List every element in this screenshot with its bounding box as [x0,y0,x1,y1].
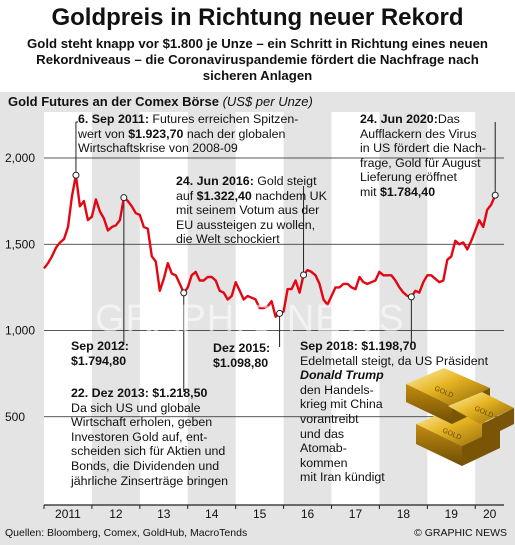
annotation-2016-text-d: mit seinem Votum aus der [176,203,320,218]
annotation-2013-value: $1.218,50 [148,386,208,400]
annotation-2018-value: $1.198,70 [357,339,417,353]
gold-bars-icon: GOLD GOLD GOLD [406,368,514,466]
header-area: Goldpreis in Richtung neuer Rekord Gold … [0,0,515,92]
annotation-2013-date: 22. Dez 2013: [71,386,149,400]
annotation-2013-text-e: Bonds, die Dividenden und [71,458,220,473]
marker-2013 [180,289,188,297]
year-band [44,112,92,505]
annotation-2020-text-c: in US fördert die Nach- [360,141,487,156]
marker-2018 [407,293,415,301]
y-tick-label: 1,500 [5,237,35,251]
annotation-2018-date: Sep 2018: [300,339,358,353]
x-tick-label: 12 [109,507,123,521]
x-tick-label: 14 [205,507,219,521]
annotation-2011-value: $1.923,70 [128,126,184,141]
annotation-2011-date: 6. Sep 2011: [78,112,149,126]
annotation-2018-text-g: kommen [300,455,348,470]
annotation-2018-text-c: krieg mit China [300,397,383,412]
annotation-2011-text-b: wert von [78,126,129,141]
annotation-2011-peak: 6. Sep 2011: Futures erreichen Spitzen- … [78,112,378,156]
annotation-2020-text-d: frage, Gold für August [360,155,481,170]
annotation-2011-text-a: Futures erreichen Spitzen- [148,112,299,126]
annotation-2015: Dez 2015: $1.098,80 [213,341,303,370]
gridlines [44,157,504,506]
marker-2015 [276,309,284,317]
annotation-2018-text-b: den Handels- [300,382,374,397]
x-tick-label: 20 [483,507,497,521]
annotation-2018: Sep 2018: $1.198,70 Edelmetall steigt, d… [300,339,512,485]
x-tick-label: 18 [397,507,411,521]
annotation-2018-text-d: vorantreibt [300,411,359,426]
y-tick-label: 2,000 [5,151,35,165]
annotation-2018-text-e: und das [300,426,345,441]
gold-price-line [43,174,497,318]
y-axis-ticks: 2,000 1,500 1,000 500 [5,151,35,424]
annotation-2013-text-d: scheiden sich für Aktien und [71,444,226,459]
annotation-2011-text-d: Wirtschaftskrise von 2008-09 [78,141,238,156]
annotation-2018-name: Donald Trump [300,368,384,383]
annotation-2016-date: 24. Jun 2016: [176,174,254,188]
footer-credit: © GRAPHIC NEWS [414,527,507,539]
annotation-2020: 24. Jun 2020:Das Aufflackern des Virus i… [360,112,510,200]
year-band [331,112,380,505]
marker-2012 [120,194,128,202]
annotation-2012: Sep 2012: $1.794,80 [71,339,161,368]
annotation-2015-date: Dez 2015: [213,341,271,355]
x-tick-label: 16 [301,507,315,521]
watermark: GRAPHIC NEWS [95,298,405,340]
annotation-2020-text-e: Lieferung eröffnet [360,170,457,185]
annotation-2018-text-f: Atomab- [300,441,347,456]
annotation-2020-date: 24. Jun 2020: [360,112,438,126]
chart-label-main: Gold Futures an der Comex Börse [8,94,219,109]
marker-2016 [300,271,308,279]
page-subtitle: Gold steht knapp vor $1.800 je Unze – ei… [27,36,488,83]
x-tick-label: 19 [445,507,459,521]
annotation-2013-text-f: jährliche Zinserträge bringen [71,473,229,488]
annotation-2013-text-c: Investoren Gold auf, ent- [71,429,208,444]
annotation-2018-text-a: Edelmetall steigt, da US Präsident [300,353,489,368]
footer-sources: Quellen: Bloomberg, Comex, GoldHub, Macr… [5,527,248,539]
annotation-2016-text-f: die Welt schockiert [176,232,280,247]
x-tick-label: 15 [253,507,267,521]
y-tick-label: 1,000 [5,324,35,338]
x-tick-label: 13 [157,507,171,521]
year-band [139,112,188,505]
annotation-2012-date: Sep 2012: [71,339,129,353]
x-tick-label: 2011 [55,507,81,521]
chart-label-unit: (US$ per Unze) [222,94,313,109]
annotation-2013: 22. Dez 2013: $1.218,50 Da sich US und g… [71,386,271,488]
x-axis-ticks: 2011 12 13 14 15 16 17 18 19 20 [43,505,497,521]
annotation-2016-text-c: nachdem UK [251,188,327,203]
annotation-2016-value: $1.322,40 [196,188,252,203]
annotation-2018-text-h: mit Iran kündigt [300,470,385,485]
marker-2011 [72,171,80,179]
annotation-leaders [75,121,496,392]
annotation-2020-value: $1.784,40 [379,184,436,199]
marker-2020 [491,191,499,199]
annotation-2016-brexit: 24. Jun 2016: Gold steigt auf $1.322,40 … [176,174,351,247]
annotation-2013-text-a: Da sich US und globale [71,400,201,415]
annotation-2013-text-b: Wirtschaft erholen, geben [71,415,213,430]
annotation-2020-text-b: Aufflackern des Virus [360,126,477,141]
annotation-2016-text-e: EU aussteigen zu wollen, [176,217,316,232]
page-title: Goldpreis in Richtung neuer Rekord [51,4,464,31]
annotation-2020-text-a: Das [437,112,460,126]
annotation-2012-value: $1.794,80 [71,353,127,368]
annotation-2016-text-a: Gold steigt [253,174,317,188]
annotation-2011-text-c: nach der globalen [183,126,286,141]
y-tick-label: 500 [5,410,25,424]
x-tick-label: 17 [349,507,363,521]
price-line-layer [43,174,497,318]
annotation-2015-value: $1.098,80 [213,355,269,370]
annotation-2020-text-f: mit [360,184,380,199]
annotation-markers [72,171,499,317]
leader-2011 [75,121,78,176]
chart-label: Gold Futures an der Comex Börse (US$ per… [8,94,313,110]
annotation-2016-text-b: auf [176,188,197,203]
